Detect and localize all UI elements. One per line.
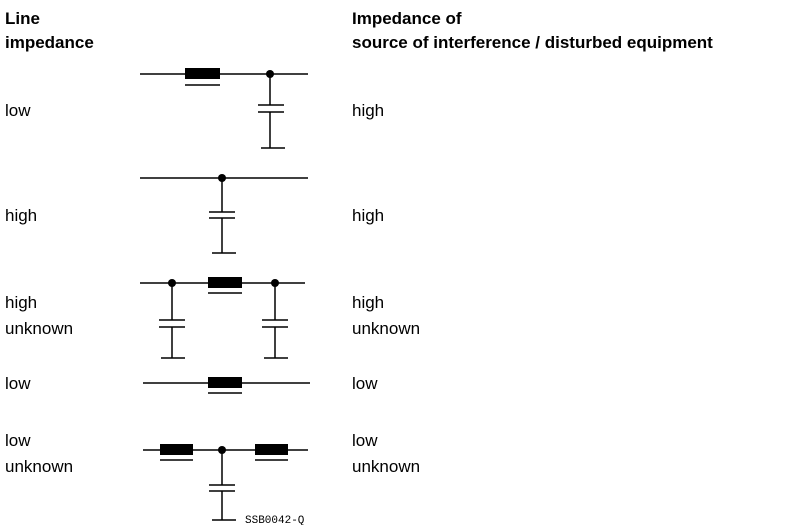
row-label: unknown <box>352 319 420 338</box>
row-label: high <box>352 101 384 120</box>
row-label: low <box>352 374 378 393</box>
row-label: high <box>5 293 37 312</box>
circuit-1 <box>140 68 308 149</box>
header-right: source of interference / disturbed equip… <box>352 33 713 52</box>
row-label: unknown <box>5 457 73 476</box>
header-right: Impedance of <box>352 9 462 28</box>
row-label: low <box>5 431 31 450</box>
row-label: low <box>5 374 31 393</box>
header-left: Line <box>5 9 40 28</box>
circuit-2 <box>140 174 308 254</box>
row-label: low <box>5 101 31 120</box>
row-label: high <box>352 293 384 312</box>
circuit-5 <box>143 444 308 521</box>
row-label: low <box>352 431 378 450</box>
circuit-4 <box>143 377 310 394</box>
row-label: unknown <box>352 457 420 476</box>
row-label: high <box>352 206 384 225</box>
header-left: impedance <box>5 33 94 52</box>
figure-code: SSB0042-Q <box>245 515 305 525</box>
row-label: high <box>5 206 37 225</box>
circuit-3 <box>140 277 305 359</box>
row-label: unknown <box>5 319 73 338</box>
